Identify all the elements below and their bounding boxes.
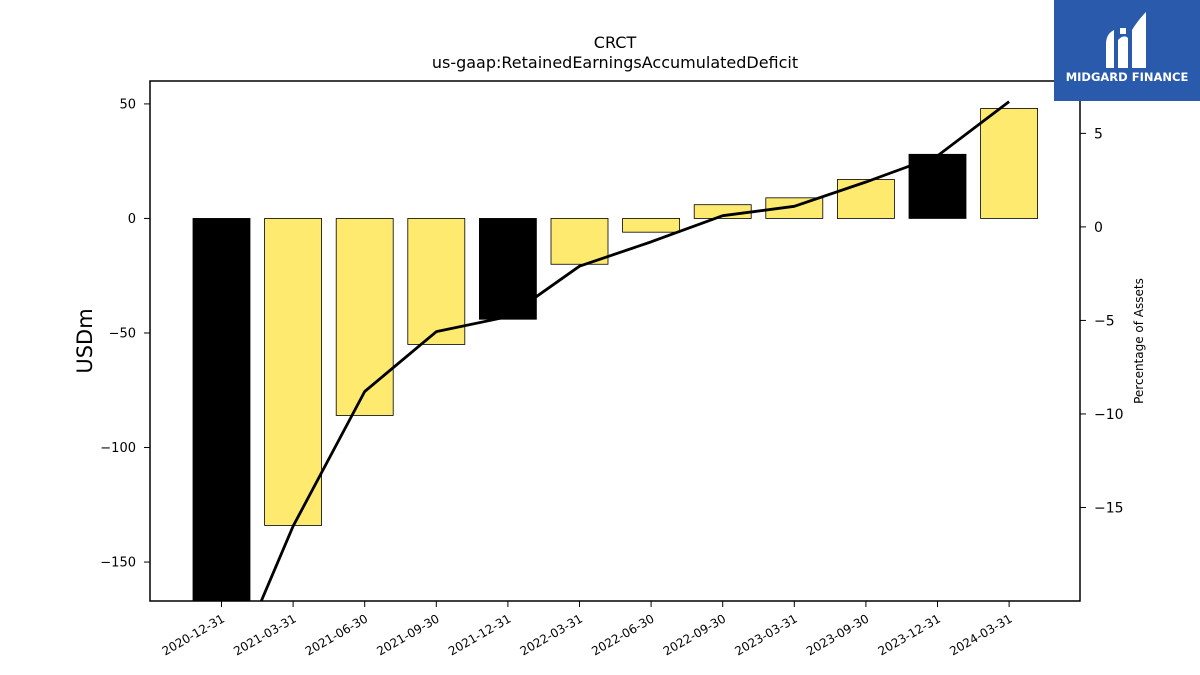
bar-2021-03-31 <box>264 218 323 526</box>
percentage-line <box>259 100 1010 601</box>
y-left-ticks: 50 0 −50 −100 −150 <box>100 97 150 571</box>
y2-tick-label: −15 <box>1094 500 1124 516</box>
x-tick-label: 2023-03-31 <box>732 611 799 658</box>
y-tick-label: −50 <box>109 326 136 341</box>
x-tick-label: 2023-12-31 <box>876 611 943 658</box>
bar-2023-03-31 <box>765 197 824 219</box>
y-tick-label: −150 <box>100 556 136 571</box>
x-tick-label: 2021-03-31 <box>231 611 298 658</box>
line-layer <box>259 100 1010 601</box>
y2-axis-label: Percentage of Assets <box>1132 278 1146 404</box>
bar-2021-06-30 <box>335 218 394 416</box>
midgard-finance-logo: MIDGARD FINANCE <box>1054 0 1200 101</box>
logo-mark-icon <box>1106 12 1146 68</box>
x-tick-label: 2020-12-31 <box>160 611 227 658</box>
bar-2024-03-31 <box>980 108 1038 219</box>
y-tick-label: 0 <box>128 212 136 227</box>
plot-frame <box>149 80 1081 602</box>
y-tick-label: −100 <box>100 441 136 456</box>
bar-2022-03-31 <box>550 218 609 265</box>
x-tick-label: 2023-09-30 <box>804 611 871 658</box>
bars <box>192 108 1038 601</box>
y2-tick-label: −5 <box>1094 313 1115 329</box>
x-tick-label: 2021-12-31 <box>446 611 513 658</box>
x-tick-label: 2021-09-30 <box>374 611 441 658</box>
bar-2021-09-30 <box>407 218 466 345</box>
y-tick-label: 50 <box>119 97 136 112</box>
bar-2022-06-30 <box>622 218 680 233</box>
bar-2020-12-31 <box>192 218 251 601</box>
bar-2023-12-31 <box>908 153 967 219</box>
x-tick-label: 2022-09-30 <box>661 611 728 658</box>
x-tick-label: 2022-03-31 <box>518 611 585 658</box>
y2-tick-label: 5 <box>1094 126 1103 142</box>
x-tick-label: 2021-06-30 <box>303 611 370 658</box>
x-tick-label: 2024-03-31 <box>947 611 1014 658</box>
chart-title: CRCT <box>594 33 637 52</box>
x-ticks: 2020-12-31 2021-03-31 2021-06-30 2021-09-30… <box>160 601 1015 658</box>
y2-tick-label: 0 <box>1094 220 1103 236</box>
y-right-ticks: 5 0 −5 −10 −15 <box>1080 126 1124 516</box>
chart-subtitle: us-gaap:RetainedEarningsAccumulatedDefic… <box>432 53 798 72</box>
x-tick-label: 2022-06-30 <box>589 611 656 658</box>
bar-2023-09-30 <box>837 179 895 219</box>
y2-tick-label: −10 <box>1094 407 1124 423</box>
y-axis-label: USDm <box>73 308 97 373</box>
logo-text: MIDGARD FINANCE <box>1066 70 1189 84</box>
